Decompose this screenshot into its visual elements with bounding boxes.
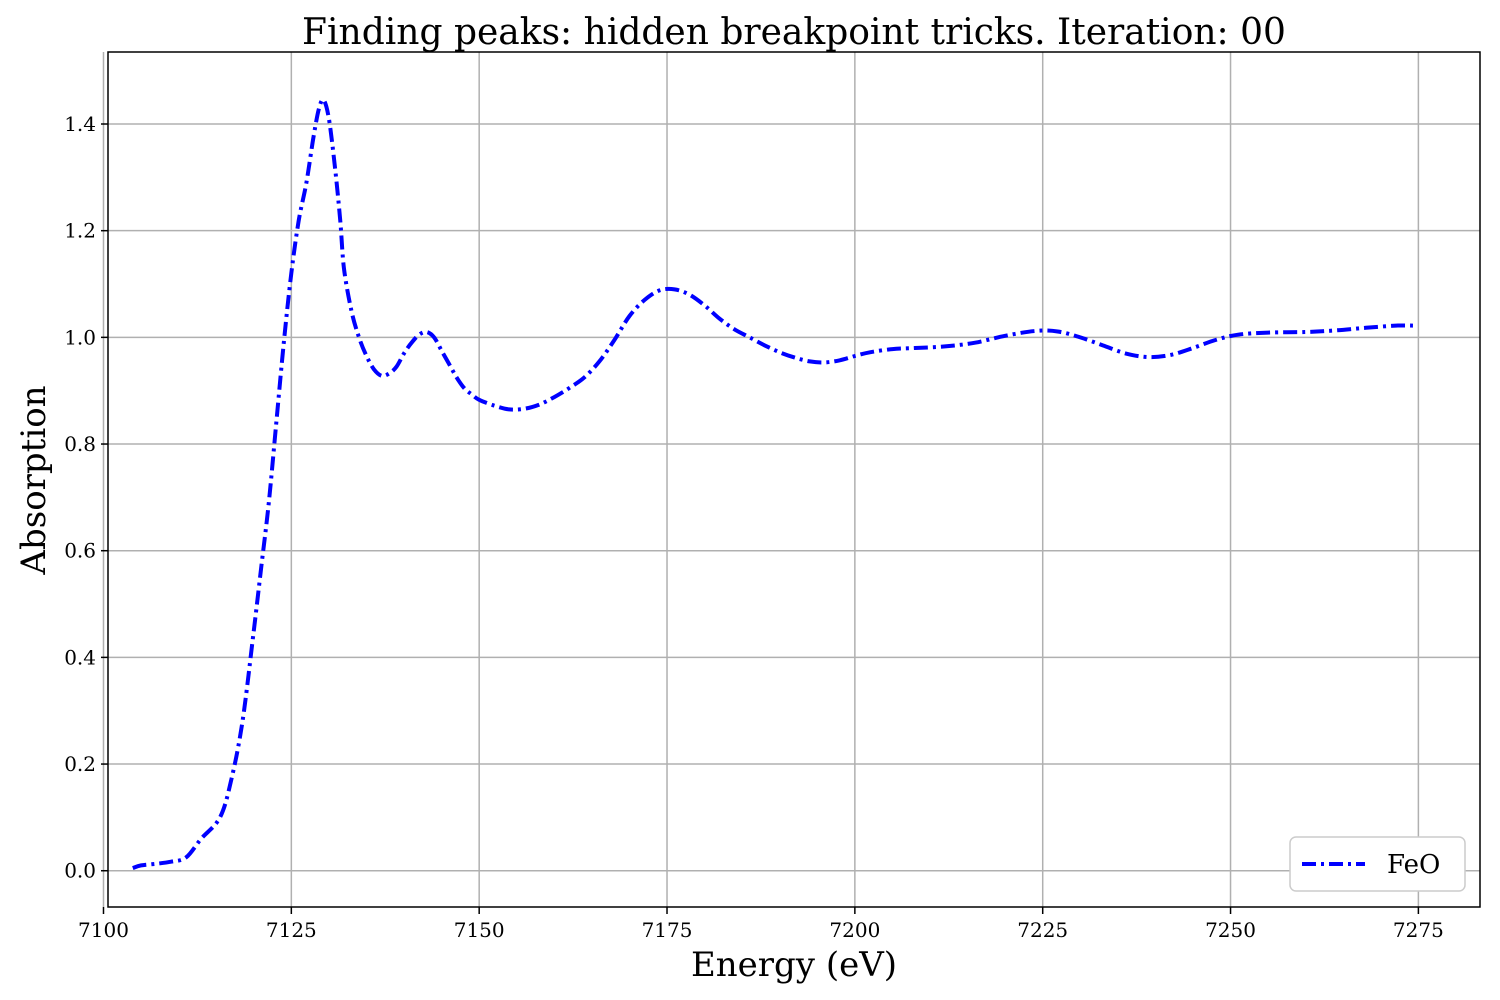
legend-label-feo: FeO [1387,850,1440,880]
y-tick-label: 0.4 [64,645,96,669]
chart-title: Finding peaks: hidden breakpoint tricks.… [302,12,1286,53]
x-axis-label: Energy (eV) [691,945,897,985]
x-tick-label: 7100 [78,918,129,942]
legend-box [1289,836,1466,892]
legend: FeO [1289,836,1466,892]
y-tick-label: 0.0 [64,859,96,883]
x-tick-label: 7275 [1393,918,1444,942]
series-line-feo [132,97,1415,870]
x-tick-label: 7225 [1017,918,1068,942]
grid [102,52,1480,907]
y-tick-label: 1.4 [64,112,96,136]
y-tick-label: 1.0 [64,325,96,349]
x-tick-label: 7250 [1205,918,1256,942]
series-layer [132,97,1415,870]
y-tick-label: 0.8 [64,432,96,456]
plot-frame [107,51,1481,908]
y-tick-label: 0.2 [64,752,96,776]
y-axis-label: Absorption [14,385,54,575]
x-tick-label: 7175 [642,918,693,942]
x-tick-label: 7150 [454,918,505,942]
y-tick-label: 0.6 [64,539,96,563]
x-tick-label: 7200 [829,918,880,942]
y-tick-label: 1.2 [64,219,96,243]
x-tick-label: 7125 [266,918,317,942]
ticks: 7100 7125 7150 7175 7200 7225 7250 7275 0.0 0.2 0.… [64,112,1444,942]
